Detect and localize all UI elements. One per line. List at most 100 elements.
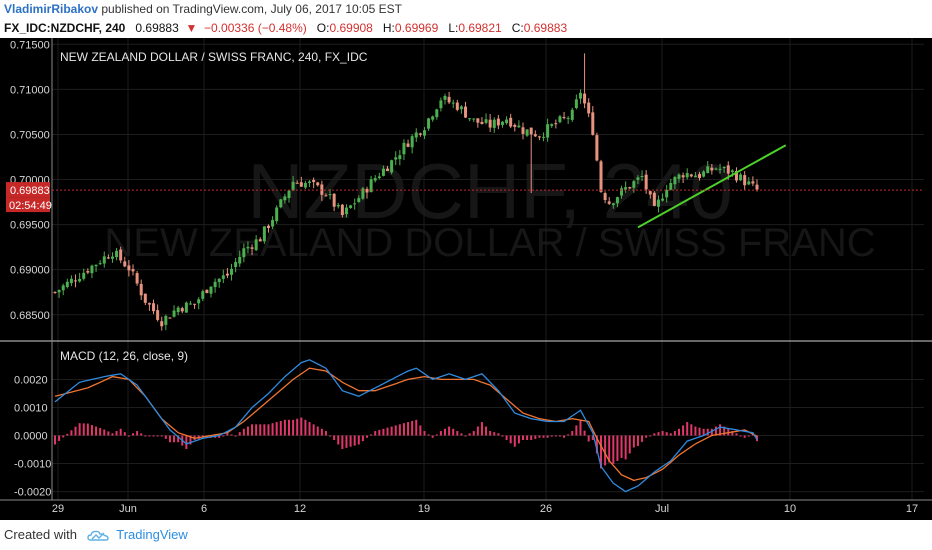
y-tick-label: 0.69500 (10, 220, 50, 232)
histogram-bar (575, 425, 578, 436)
histogram-bar (333, 435, 336, 441)
price-tag-label: 0.69883 (10, 185, 50, 197)
chart-canvas[interactable]: NZDCHF, 240 NEW ZEALAND DOLLAR / SWISS F… (0, 38, 932, 520)
histogram-bar (288, 419, 290, 436)
y-tick-label: 0.71000 (10, 84, 50, 96)
high-value: 0.69969 (394, 21, 439, 35)
trendline (637, 144, 787, 229)
candle-body (718, 168, 722, 170)
x-tick-label: 19 (418, 503, 430, 515)
histogram-bar (591, 435, 594, 441)
chart-area[interactable]: NZDCHF, 240 NEW ZEALAND DOLLAR / SWISS F… (0, 38, 932, 520)
candle-body (344, 207, 348, 215)
candle-body (258, 239, 262, 242)
candle-body (193, 303, 197, 305)
histogram-bar (419, 425, 422, 436)
candle-body (496, 118, 500, 126)
histogram-bar (710, 428, 713, 436)
candle-body (730, 170, 734, 173)
candle-body (652, 192, 656, 206)
histogram-bar (345, 435, 348, 448)
x-tick-label: 29 (52, 503, 64, 515)
candle-body (308, 181, 312, 183)
histogram-bar (682, 425, 685, 436)
histogram-bar (255, 424, 258, 436)
candle-body (533, 134, 537, 137)
histogram-bar (292, 419, 295, 436)
histogram-bar (517, 435, 520, 444)
candle-body (353, 203, 357, 205)
price-change: −0.00336 (−0.48%) (204, 21, 307, 35)
histogram-bar (604, 435, 607, 466)
histogram-bar (390, 426, 393, 436)
author-link[interactable]: VladimirRibakov (4, 2, 99, 16)
candle-body (225, 273, 229, 276)
histogram-bar (756, 435, 758, 442)
candle-body (439, 100, 443, 109)
histogram-bar (649, 435, 652, 437)
tradingview-brand[interactable]: TradingView (116, 527, 188, 542)
histogram-bar (148, 435, 151, 437)
candle-body (472, 118, 476, 120)
candle-body (418, 133, 422, 135)
histogram-bar (242, 428, 245, 436)
histogram-bar (546, 435, 549, 438)
candle-body (213, 281, 217, 288)
candle-body (427, 118, 431, 129)
candle-body (410, 136, 414, 148)
macd-lines (54, 359, 758, 493)
candle-body (435, 109, 439, 118)
histogram-bar (476, 426, 479, 436)
histogram-bar (275, 422, 278, 436)
histogram-bar (271, 423, 274, 436)
candle-body (734, 170, 738, 181)
signal-line (54, 367, 758, 482)
candle-body (500, 121, 504, 125)
y-tick-label: 0.71500 (10, 39, 50, 51)
candle-body (291, 181, 295, 191)
macd-y-tick-label: -0.0020 (14, 487, 51, 499)
main-pane-title: NEW ZEALAND DOLLAR / SWISS FRANC, 240, F… (60, 50, 368, 64)
histogram-bar (579, 419, 582, 436)
histogram-bar (316, 426, 319, 436)
low-label: L: (448, 21, 459, 35)
candle-body (106, 257, 110, 259)
down-arrow-icon: ▼ (182, 21, 201, 35)
histogram-bar (238, 432, 241, 436)
histogram-bar (538, 435, 541, 438)
histogram-bar (423, 431, 426, 436)
histogram-bar (246, 426, 249, 436)
macd-y-tick-label: 0.0000 (14, 431, 48, 443)
x-tick-label: 17 (906, 503, 918, 515)
candle-body (357, 198, 361, 203)
candle-body (476, 118, 480, 123)
histogram-bar (542, 435, 545, 438)
histogram-bar (107, 431, 110, 436)
histogram-bar (366, 435, 368, 438)
candle-body (316, 182, 320, 186)
candle-body (603, 193, 607, 201)
countdown-label: 02:54:49 (9, 200, 52, 212)
y-tick-label: 0.69000 (10, 265, 50, 277)
candle-body (164, 315, 168, 325)
candle-body (184, 302, 188, 313)
open-value: 0.69908 (329, 21, 373, 35)
histogram-bar (583, 430, 586, 436)
histogram-bar (296, 418, 299, 436)
candle-body (451, 102, 455, 104)
candle-body (369, 179, 373, 193)
histogram-bar (415, 419, 418, 436)
candle-body (295, 182, 299, 184)
candle-body (751, 181, 755, 184)
candle-body (492, 119, 496, 128)
candle-body (246, 246, 250, 249)
histogram-bar (723, 426, 726, 436)
histogram-bar (673, 431, 676, 436)
histogram-bar (472, 431, 475, 436)
histogram-bar (628, 435, 631, 454)
candle-body (205, 289, 209, 293)
candle-body (57, 289, 61, 293)
candle-body (591, 112, 595, 135)
candle-body (279, 199, 283, 208)
candle-body (201, 291, 205, 299)
